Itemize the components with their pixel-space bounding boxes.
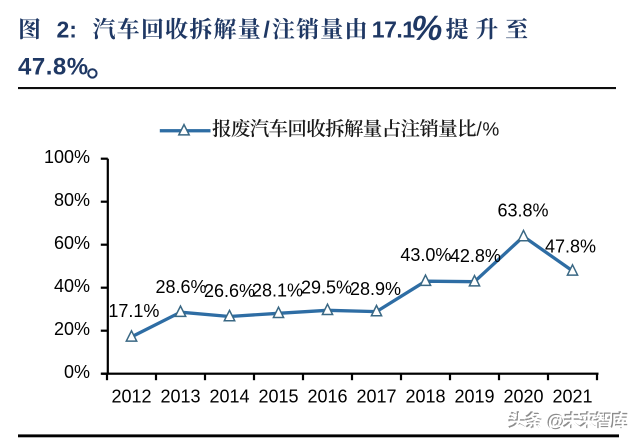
svg-text:17.1%: 17.1% [108,301,159,321]
svg-text:2014: 2014 [209,386,249,406]
svg-text:17.1: 17.1 [372,16,415,42]
svg-text:0%: 0% [64,362,90,382]
svg-text:28.6%: 28.6% [155,277,206,297]
svg-text:80%: 80% [54,190,90,210]
svg-text:2021: 2021 [552,386,592,406]
svg-text:2012: 2012 [111,386,151,406]
svg-text:2020: 2020 [503,386,543,406]
svg-text:63.8%: 63.8% [497,201,548,221]
svg-text:2:: 2: [57,16,77,42]
svg-text:2013: 2013 [160,386,200,406]
svg-text:2015: 2015 [258,386,298,406]
svg-text:2016: 2016 [307,386,347,406]
svg-text:2019: 2019 [454,386,494,406]
svg-text:100%: 100% [44,147,90,167]
svg-text:42.8%: 42.8% [450,246,501,266]
svg-text:2017: 2017 [356,386,396,406]
svg-text:28.1%: 28.1% [252,280,303,300]
svg-text:60%: 60% [54,233,90,253]
svg-text:26.6%: 26.6% [204,281,255,301]
svg-text:28.9%: 28.9% [350,279,401,299]
svg-text:20%: 20% [54,319,90,339]
svg-text:29.5%: 29.5% [301,278,352,298]
svg-text:43.0%: 43.0% [400,245,451,265]
svg-text:2018: 2018 [405,386,445,406]
svg-text:40%: 40% [54,276,90,296]
svg-text:47.8%: 47.8% [545,236,596,256]
svg-text:47.8%: 47.8% [18,54,89,81]
